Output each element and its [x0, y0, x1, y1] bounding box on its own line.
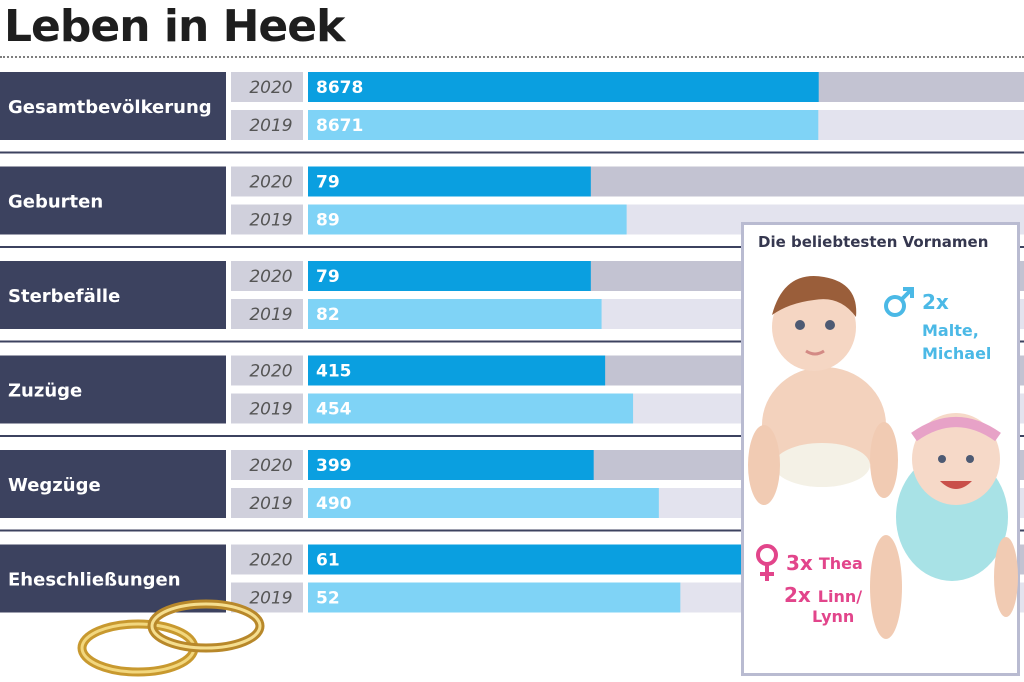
category-label: Eheschließungen: [8, 570, 181, 591]
year-label: 2019: [249, 589, 292, 609]
data-label: 61: [316, 551, 340, 571]
bar-2020: [308, 261, 591, 291]
category-label: Geburten: [8, 192, 103, 213]
bar-2019: [308, 299, 602, 329]
year-label: 2020: [249, 456, 292, 476]
wedding-rings-illustration: [77, 599, 265, 677]
girls-count-1: 3x: [786, 551, 813, 575]
year-label: 2020: [249, 362, 292, 382]
bar-2019: [308, 393, 634, 424]
bar-2020: [308, 544, 745, 575]
year-label: 2019: [249, 211, 292, 231]
girls-name-2-line2: Lynn: [812, 607, 855, 626]
female-symbol-icon: [756, 544, 778, 581]
male-symbol-icon: [884, 287, 914, 317]
data-label: 52: [316, 589, 340, 609]
baby-boy-illustration: [748, 276, 898, 505]
year-label: 2020: [249, 551, 292, 571]
bar-2019: [308, 488, 659, 518]
year-cell: [231, 299, 303, 329]
category-label-bg: [0, 450, 226, 518]
title-divider: [0, 56, 1024, 58]
year-cell: [231, 261, 303, 291]
bar-2019: [308, 204, 627, 235]
year-cell: [231, 355, 303, 386]
bar-2020: [308, 450, 594, 480]
names-panel: Die beliebtesten Vornamen 2x Malte, Mich…: [741, 222, 1020, 676]
year-cell: [231, 110, 303, 140]
girls-count-2: 2x: [784, 583, 811, 607]
category-label: Zuzüge: [8, 381, 82, 402]
bar-2020: [308, 166, 591, 197]
data-label: 399: [316, 456, 352, 476]
page-title: Leben in Heek: [4, 1, 345, 52]
data-label: 82: [316, 305, 340, 325]
year-cell: [231, 166, 303, 197]
category-label: Wegzüge: [8, 475, 101, 496]
bar-2020: [308, 72, 819, 102]
names-panel-title: Die beliebtesten Vornamen: [758, 233, 989, 251]
category-label-bg: [0, 355, 226, 424]
category-label-bg: [0, 166, 226, 235]
category-label-bg: [0, 72, 226, 140]
year-label: 2020: [249, 78, 292, 98]
category-label: Gesamtbevölkerung: [8, 97, 212, 118]
bar-2020: [308, 355, 606, 386]
year-cell: [231, 450, 303, 480]
data-label: 79: [316, 173, 340, 193]
data-label: 8671: [316, 116, 363, 136]
year-label: 2019: [249, 400, 292, 420]
year-cell: [231, 204, 303, 235]
boys-name-line1: Malte,: [922, 321, 979, 340]
boys-count: 2x: [922, 290, 949, 314]
year-cell: [231, 72, 303, 102]
bar-2019: [308, 110, 819, 140]
year-label: 2019: [249, 116, 292, 136]
baby-girl-illustration: [870, 413, 1018, 639]
girls-name-2-line1: Linn/: [817, 587, 863, 606]
year-cell: [231, 488, 303, 518]
data-label: 89: [316, 211, 340, 231]
data-label: 415: [316, 362, 352, 382]
bar-2019: [308, 582, 681, 613]
girls-names: 3x Thea 2x Linn/ Lynn: [754, 543, 863, 626]
category-label-bg: [0, 261, 226, 329]
girls-name-1: Thea: [818, 553, 863, 573]
year-label: 2020: [249, 173, 292, 193]
year-label: 2020: [249, 267, 292, 287]
data-label: 454: [316, 400, 352, 420]
category-label: Sterbefälle: [8, 286, 120, 307]
year-label: 2019: [249, 494, 292, 514]
boys-name-line2: Michael: [922, 344, 992, 363]
data-label: 490: [316, 494, 352, 514]
data-label: 8678: [316, 78, 363, 98]
data-label: 79: [316, 267, 340, 287]
year-label: 2019: [249, 305, 292, 325]
year-cell: [231, 393, 303, 424]
boys-names: 2x Malte, Michael: [882, 285, 991, 365]
year-cell: [231, 544, 303, 575]
